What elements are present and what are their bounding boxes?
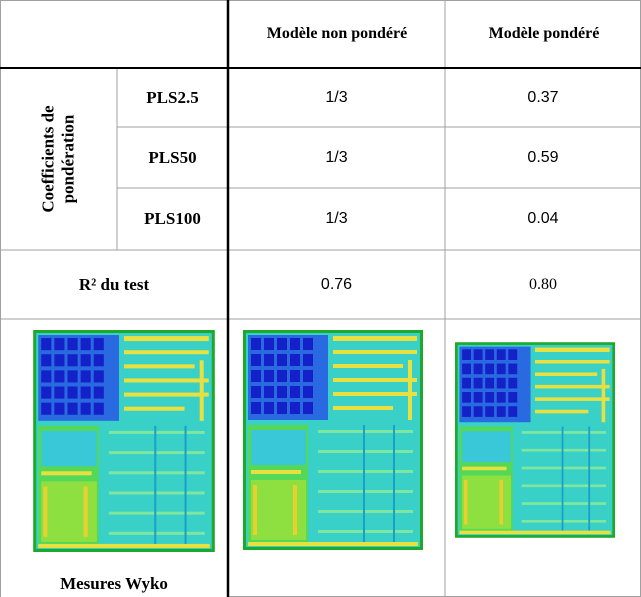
header-cell: Modèle non pondéré bbox=[266, 25, 408, 42]
heatmap-unweighted bbox=[243, 330, 423, 550]
cell-value: 0.76 bbox=[320, 275, 353, 293]
group-cell: Coefficients de pondération bbox=[0, 68, 117, 250]
group-label: Coefficients de pondération bbox=[38, 105, 78, 213]
image-caption: Mesures Wyko bbox=[60, 574, 168, 593]
cell-value: 0.80 bbox=[529, 275, 557, 293]
cell-value: 1/3 bbox=[325, 148, 348, 166]
row-name: PLS100 bbox=[144, 209, 201, 228]
header-cell: Modèle pondéré bbox=[488, 25, 600, 42]
cell-value: 0.04 bbox=[527, 210, 559, 227]
cell-value: 0.37 bbox=[527, 88, 559, 106]
row-name: PLS50 bbox=[148, 147, 197, 167]
cell-value: 0.59 bbox=[527, 148, 559, 166]
heatmap-measured bbox=[33, 330, 215, 552]
row-name: PLS2.5 bbox=[146, 87, 199, 107]
heatmap-weighted bbox=[455, 342, 615, 538]
cell-value: 1/3 bbox=[325, 210, 348, 227]
row-name: R² du test bbox=[78, 274, 150, 294]
cell-value: 1/3 bbox=[325, 88, 348, 106]
